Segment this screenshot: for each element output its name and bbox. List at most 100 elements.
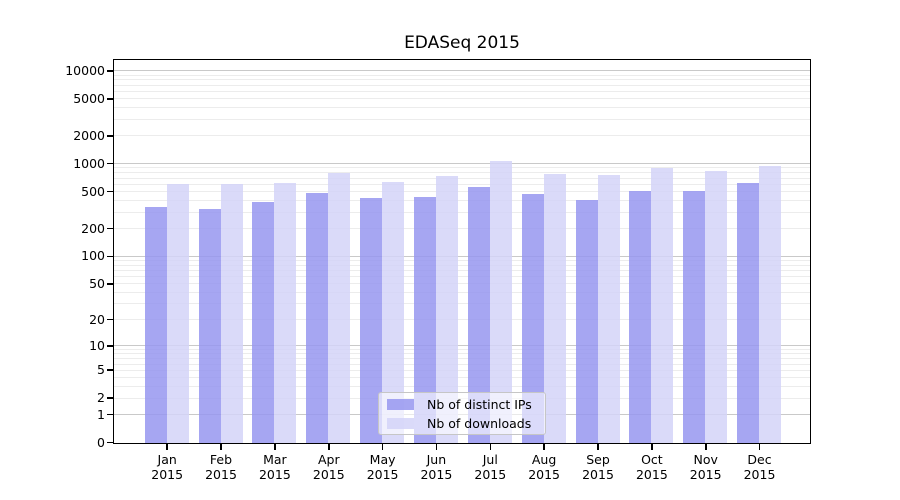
legend-label-downloads: Nb of downloads [427, 415, 532, 431]
bar-distinct-ips-aug [521, 193, 544, 443]
gridline-minor [114, 84, 810, 86]
bar-distinct-ips-nov [683, 190, 706, 443]
y-tick-mark [107, 283, 113, 285]
y-tick-mark [107, 413, 113, 416]
gridline-major [114, 70, 810, 72]
bar-downloads-jul [489, 161, 512, 443]
gridline-minor [114, 177, 810, 179]
legend-item-distinct-ips: Nb of distinct IPs [385, 397, 539, 412]
y-tick-mark [107, 162, 113, 165]
x-tick-label: May 2015 [366, 452, 399, 482]
gridline-minor [114, 74, 810, 76]
bar-downloads-dec [759, 165, 782, 443]
bar-distinct-ips-jul [467, 186, 490, 443]
x-tick-label: Sep 2015 [582, 452, 614, 482]
bar-downloads-jan [166, 184, 189, 443]
x-tick-label: Apr 2015 [312, 452, 345, 482]
gridline-minor [114, 200, 810, 202]
bar-distinct-ips-apr [306, 192, 329, 443]
gridline-minor [114, 353, 810, 355]
legend-label-distinct-ips: Nb of distinct IPs [427, 396, 532, 412]
chart-title: EDASeq 2015 [404, 33, 520, 53]
gridline-minor [114, 303, 810, 305]
x-tick-label: Nov 2015 [689, 452, 722, 482]
gridline-minor [114, 98, 810, 100]
x-tick-mark [435, 444, 438, 450]
gridline-minor [114, 283, 810, 285]
x-tick-mark [220, 444, 222, 450]
y-tick-label: 20 [89, 311, 105, 327]
x-tick-mark [758, 444, 761, 450]
y-tick-label: 5 [97, 362, 105, 378]
gridline-minor [114, 259, 810, 261]
gridline-minor [114, 183, 810, 185]
x-tick-mark [651, 444, 653, 450]
y-tick-label: 10000 [65, 62, 105, 78]
y-tick-label: 500 [81, 183, 105, 199]
x-tick-mark [274, 444, 276, 450]
gridline-minor [114, 264, 810, 266]
gridline-major [114, 255, 810, 257]
x-tick-mark [597, 444, 599, 450]
gridline-major [114, 345, 810, 347]
gridline-minor [114, 386, 810, 388]
bar-downloads-sep [597, 174, 620, 443]
y-tick-mark [107, 255, 113, 257]
y-tick-mark [107, 135, 113, 137]
y-tick-label: 50 [89, 275, 105, 291]
y-tick-label: 2000 [73, 127, 105, 143]
x-tick-mark [166, 444, 168, 450]
bar-downloads-apr [328, 173, 351, 443]
bar-downloads-feb [220, 184, 243, 443]
bar-distinct-ips-jun [413, 196, 436, 443]
x-tick-label: Jul 2015 [474, 452, 507, 482]
y-tick-mark [107, 345, 113, 347]
y-tick-label: 100 [81, 248, 105, 264]
gridline-minor [114, 349, 810, 351]
gridline-minor [114, 90, 810, 92]
gridline-minor [114, 358, 810, 360]
gridline-minor [114, 228, 810, 229]
bar-distinct-ips-may [360, 197, 383, 443]
gridline-minor [114, 211, 810, 213]
y-tick-label: 1 [97, 406, 105, 422]
y-tick-label: 5000 [73, 90, 105, 106]
x-tick-label: Jan 2015 [151, 452, 184, 482]
gridline-minor [114, 276, 810, 278]
bar-distinct-ips-mar [252, 202, 275, 443]
y-tick-mark [107, 190, 113, 193]
y-tick-label: 10 [89, 337, 105, 353]
gridline-minor [114, 377, 810, 378]
bar-distinct-ips-feb [198, 208, 221, 443]
gridline-minor [114, 118, 810, 120]
bar-downloads-jun [435, 175, 458, 443]
gridline-minor [114, 191, 810, 193]
y-tick-mark [107, 70, 113, 72]
legend-swatch-distinct-ips [387, 398, 414, 410]
y-tick-mark [107, 397, 113, 399]
gridline-minor [114, 172, 810, 174]
x-tick-label: Jun 2015 [420, 452, 453, 482]
bar-distinct-ips-dec [737, 183, 760, 443]
y-tick-label: 2 [97, 390, 105, 406]
x-tick-mark [381, 444, 384, 450]
x-tick-mark [328, 444, 330, 450]
y-tick-mark [107, 318, 113, 321]
legend-swatch-downloads [387, 417, 414, 429]
gridline-minor [114, 79, 810, 81]
y-tick-label: 0 [97, 434, 105, 450]
gridline-minor [114, 319, 810, 321]
x-tick-mark [543, 444, 545, 450]
plot-area: Nb of distinct IPs Nb of downloads [113, 59, 811, 444]
gridline-minor [114, 369, 810, 371]
x-tick-mark [705, 444, 707, 450]
bar-downloads-oct [651, 168, 674, 443]
bar-downloads-nov [705, 171, 728, 443]
legend-item-downloads: Nb of downloads [385, 416, 539, 431]
y-tick-mark [107, 98, 113, 100]
x-tick-label: Feb 2015 [205, 452, 237, 482]
bar-distinct-ips-jan [144, 206, 167, 443]
gridline-major [114, 163, 810, 165]
bar-downloads-aug [543, 173, 566, 443]
